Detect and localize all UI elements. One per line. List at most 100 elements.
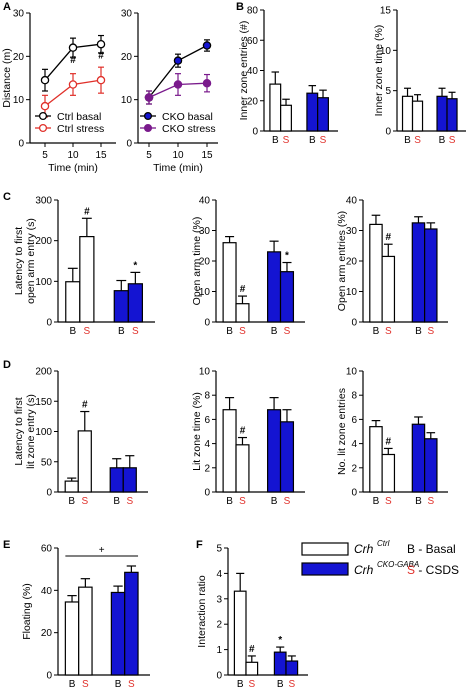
significance-mark-0-1: # — [98, 51, 104, 62]
significance-mark-4-3: * — [133, 260, 137, 271]
significance-mark-8-1: # — [240, 426, 246, 437]
bar-2-3 — [317, 97, 329, 132]
x-category-label-11-2: B — [277, 679, 284, 690]
x-category-label-4-1: S — [84, 326, 91, 337]
x-category-label-9-3: S — [427, 496, 434, 507]
y-tick-label-5: 20 — [199, 257, 211, 268]
x-category-label-2-2: B — [309, 135, 316, 146]
x-category-label-3-3: S — [449, 135, 456, 146]
bar-5-2 — [267, 251, 282, 323]
x-axis-label-1: Time (min) — [153, 162, 203, 174]
y-axis-label-3: Inner zone time (%) — [373, 25, 385, 117]
legend-ctrl-label: Crh — [354, 542, 374, 556]
x-tick-label-0: 10 — [67, 150, 79, 161]
y-tick-label-9: 8 — [351, 391, 357, 402]
data-point-1-1-2 — [202, 78, 212, 88]
x-category-label-5-2: B — [271, 326, 278, 337]
data-point-0-0-0 — [40, 75, 50, 85]
y-tick-label-2: 20 — [247, 96, 259, 107]
significance-mark-0-0: # — [70, 55, 76, 66]
data-point-1-0-1 — [173, 56, 183, 65]
legend-marker-0-0 — [38, 111, 48, 121]
y-axis-label-7: Latency to first — [13, 397, 25, 465]
y-tick-label-1: 20 — [121, 52, 133, 63]
bar-6-3 — [424, 228, 438, 323]
y-tick-label-2: 60 — [247, 36, 259, 47]
x-category-label-3-1: S — [414, 135, 421, 146]
y-tick-label-11: 2 — [216, 620, 222, 631]
bar-5-3 — [279, 271, 295, 323]
x-category-label-3-2: B — [439, 135, 446, 146]
y-tick-label-10: 0 — [46, 671, 52, 682]
y-tick-label-3: 10 — [380, 46, 392, 57]
bar-7-0 — [64, 480, 79, 493]
y-tick-label-9: 4 — [351, 439, 357, 450]
legend-cko-swatch — [301, 562, 349, 576]
bar-9-0 — [369, 426, 383, 493]
y-axis-label-4: open arm entry (s) — [25, 218, 37, 304]
y-tick-label-7: 150 — [35, 397, 52, 408]
y-tick-label-0: 20 — [13, 52, 25, 63]
x-category-label-8-2: B — [271, 496, 278, 507]
legend-cko-label: Crh — [354, 563, 374, 577]
x-category-label-9-2: B — [415, 496, 422, 507]
x-category-label-6-2: B — [415, 326, 422, 337]
bar-8-0 — [222, 409, 237, 493]
significance-mark-5-3: * — [285, 251, 289, 262]
x-category-label-8-0: B — [226, 496, 233, 507]
y-tick-label-5: 40 — [199, 196, 211, 207]
bar-4-2 — [113, 290, 129, 323]
panel-letter-D: D — [3, 359, 11, 371]
x-category-label-4-2: B — [118, 326, 125, 337]
bar-8-2 — [267, 409, 282, 493]
y-tick-label-9: 2 — [351, 463, 357, 474]
data-point-0-1-0 — [40, 101, 50, 111]
x-category-label-11-0: B — [237, 679, 244, 690]
y-tick-label-8: 6 — [204, 415, 210, 426]
figure-legend: Crh Ctrl Crh CKO-GABA B - Basal S - CSDS — [301, 539, 459, 577]
bar-6-2 — [411, 222, 426, 323]
bar-2-2 — [306, 92, 319, 132]
x-category-label-5-0: B — [226, 326, 233, 337]
y-axis-label-0: Distance (m) — [1, 48, 13, 108]
y-tick-label-4: 200 — [35, 236, 52, 247]
y-tick-label-10: 60 — [41, 544, 53, 555]
y-tick-label-11: 0 — [216, 671, 222, 682]
legend-marker-0-1 — [38, 123, 48, 133]
y-tick-label-5: 30 — [199, 226, 211, 237]
significance-mark-10: + — [99, 545, 105, 556]
bar-11-1 — [245, 661, 259, 676]
bar-8-1 — [235, 444, 250, 493]
panel-letter-B: B — [236, 1, 244, 13]
x-category-label-6-1: S — [385, 326, 392, 337]
y-tick-label-11: 3 — [216, 594, 222, 605]
legend-entry-0-1: Ctrl stress — [57, 123, 104, 135]
x-category-label-2-3: S — [320, 135, 327, 146]
y-tick-label-6: 0 — [351, 318, 357, 329]
legend-marker-1-1 — [143, 123, 153, 133]
panel-letter-F: F — [196, 539, 203, 551]
y-tick-label-1: 30 — [121, 9, 133, 20]
y-tick-label-1: 10 — [121, 95, 133, 106]
panel-letter-E: E — [3, 539, 10, 551]
y-axis-label-7: lit zone entry (s) — [25, 394, 37, 469]
y-axis-label-9: No. lit zone entries — [336, 388, 348, 475]
x-category-label-9-0: B — [373, 496, 380, 507]
y-tick-label-6: 20 — [346, 257, 358, 268]
significance-mark-7-1: # — [82, 400, 88, 411]
y-tick-label-11: 5 — [216, 544, 222, 555]
x-category-label-7-2: B — [113, 496, 120, 507]
bar-7-3 — [122, 467, 137, 493]
y-tick-label-7: 100 — [35, 427, 52, 438]
legend-entry-0-0: Ctrl basal — [57, 111, 101, 123]
data-point-0-0-1 — [68, 43, 78, 52]
x-category-label-6-3: S — [427, 326, 434, 337]
bar-10-1 — [78, 586, 93, 676]
x-category-label-10-2: B — [115, 679, 122, 690]
x-category-label-8-3: S — [284, 496, 291, 507]
y-tick-label-8: 4 — [204, 439, 210, 450]
significance-mark-11-2: * — [278, 635, 282, 646]
y-tick-label-8: 2 — [204, 463, 210, 474]
y-tick-label-7: 50 — [41, 457, 53, 468]
